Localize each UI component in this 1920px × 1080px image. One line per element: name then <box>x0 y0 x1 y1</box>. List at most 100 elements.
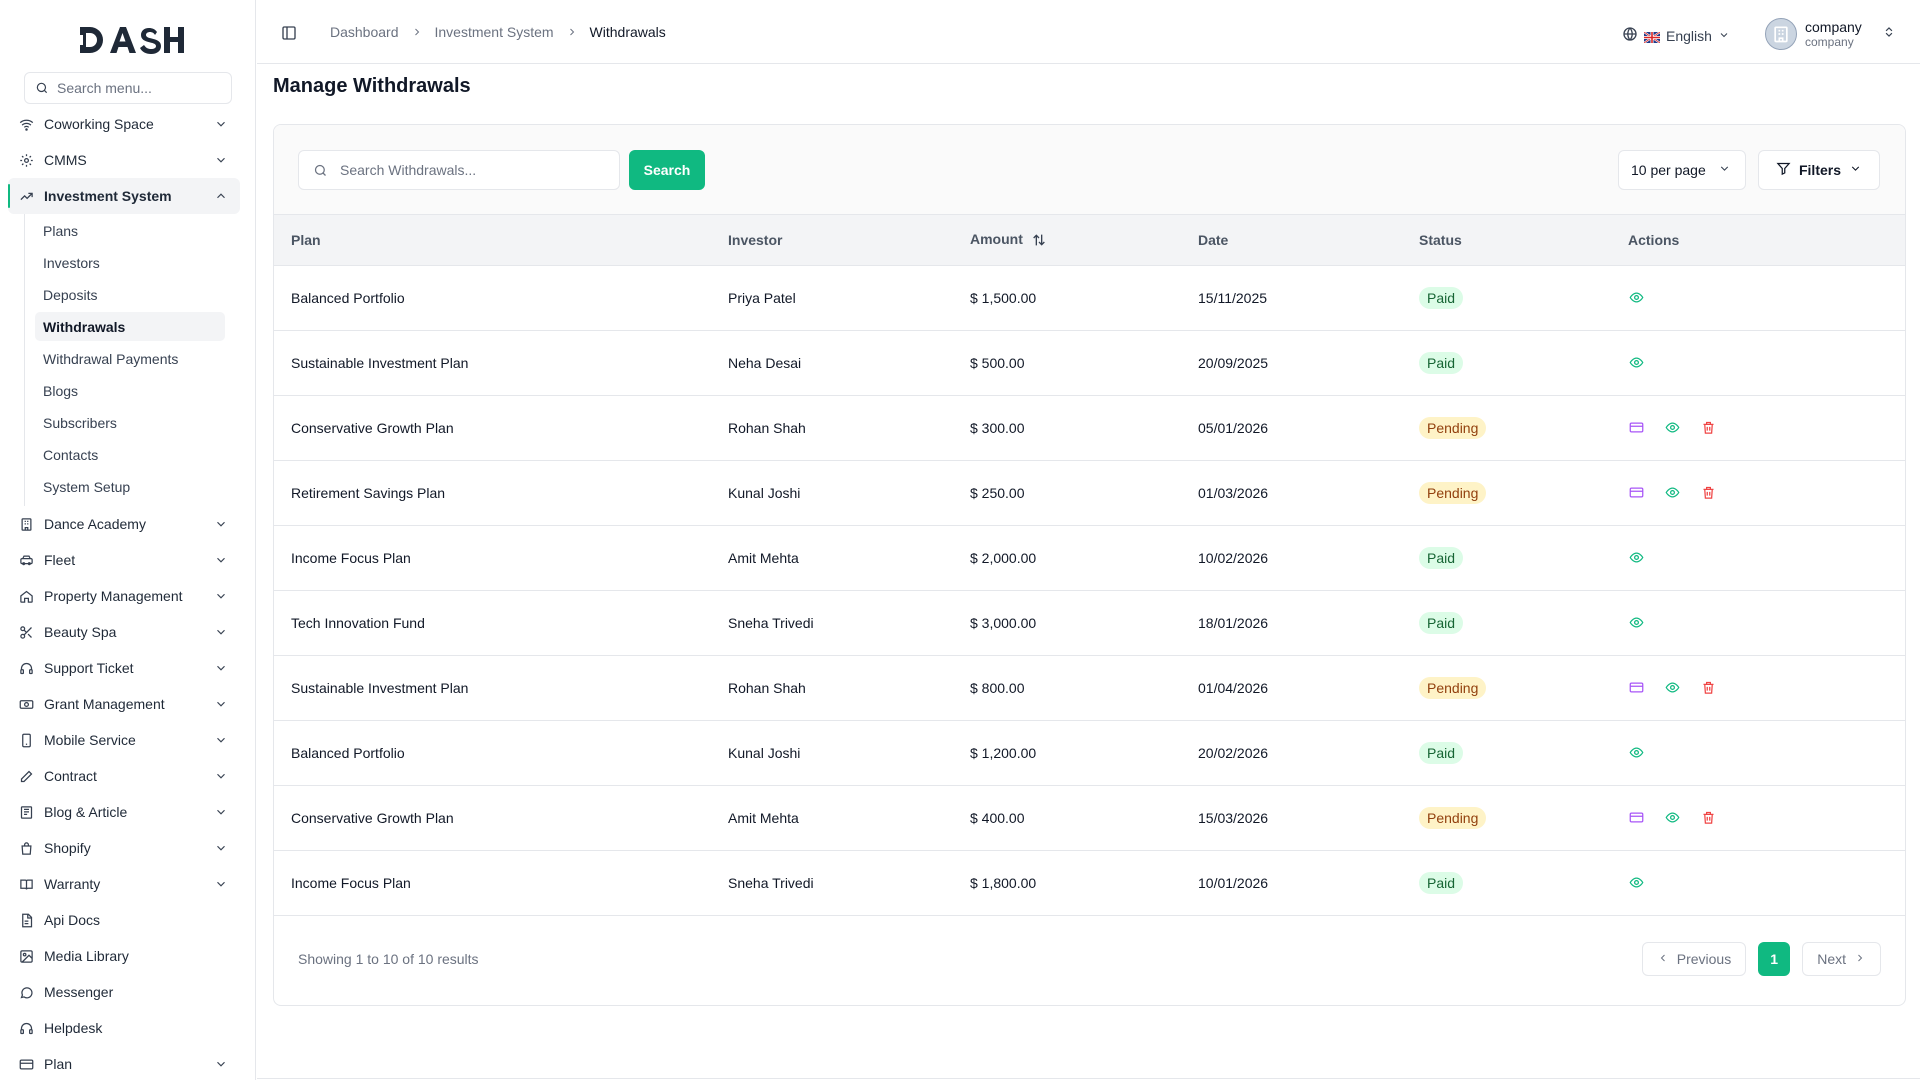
sidebar-item-plan[interactable]: Plan <box>8 1046 240 1080</box>
row-actions <box>1628 810 1905 826</box>
table-toolbar: Search 10 per page Filters <box>274 125 1905 215</box>
submenu-item-withdrawals[interactable]: Withdrawals <box>35 312 225 341</box>
cell-amount: $ 2,000.00 <box>970 549 1037 566</box>
cell-date: 15/03/2026 <box>1198 809 1269 826</box>
user-menu[interactable]: company company <box>1765 18 1896 50</box>
chevron-down-icon <box>214 733 228 747</box>
sidebar-item-media-library[interactable]: Media Library <box>8 938 240 974</box>
cell-date: 20/09/2025 <box>1198 354 1269 371</box>
sidebar-item-dance-academy[interactable]: Dance Academy <box>8 506 240 542</box>
submenu-item-withdrawal-payments[interactable]: Withdrawal Payments <box>43 350 179 367</box>
page-title: Manage Withdrawals <box>273 75 471 97</box>
view-eye-icon[interactable] <box>1628 550 1644 566</box>
view-eye-icon[interactable] <box>1628 355 1644 371</box>
sidebar-item-helpdesk[interactable]: Helpdesk <box>8 1010 240 1046</box>
submenu-item-blogs[interactable]: Blogs <box>43 382 79 399</box>
payment-card-icon[interactable] <box>1628 485 1644 501</box>
delete-trash-icon[interactable] <box>1700 810 1716 826</box>
sidebar-search-input[interactable] <box>57 80 217 96</box>
view-eye-icon[interactable] <box>1664 680 1680 696</box>
cell-status: Pending <box>1402 395 1611 460</box>
view-eye-icon[interactable] <box>1628 745 1644 761</box>
submenu-item-deposits[interactable]: Deposits <box>43 286 98 303</box>
row-actions <box>1628 745 1905 761</box>
view-eye-icon[interactable] <box>1664 420 1680 436</box>
amount-header-label: Amount <box>970 231 1023 248</box>
submenu-item-contacts[interactable]: Contacts <box>43 446 99 463</box>
sidebar-item-label: Dance Academy <box>44 516 146 532</box>
chevron-down-icon <box>1718 162 1731 178</box>
submenu-item-system-setup[interactable]: System Setup <box>43 478 131 495</box>
view-eye-icon[interactable] <box>1628 290 1644 306</box>
sort-icon[interactable] <box>1031 232 1047 248</box>
sidebar-item-cmms[interactable]: CMMS <box>8 142 240 178</box>
chevron-down-icon <box>214 769 228 783</box>
dash-logo[interactable] <box>74 18 184 62</box>
payment-card-icon[interactable] <box>1628 420 1644 436</box>
row-actions <box>1628 420 1905 436</box>
withdrawals-search[interactable] <box>298 150 620 190</box>
sidebar-search[interactable] <box>24 72 232 104</box>
sidebar-item-api-docs[interactable]: Api Docs <box>8 902 240 938</box>
row-actions <box>1628 485 1905 501</box>
chevron-down-icon <box>214 661 228 675</box>
sidebar-item-investment-system[interactable]: Investment System <box>8 178 240 214</box>
sidebar-item-support-ticket[interactable]: Support Ticket <box>8 650 240 686</box>
submenu-item-plans[interactable]: Plans <box>43 222 79 239</box>
payment-card-icon[interactable] <box>1628 810 1644 826</box>
image-icon <box>18 948 34 964</box>
sidebar-item-coworking-space[interactable]: Coworking Space <box>8 106 240 142</box>
chevron-up-down-icon <box>1882 25 1896 44</box>
view-eye-icon[interactable] <box>1628 875 1644 891</box>
delete-trash-icon[interactable] <box>1700 420 1716 436</box>
language-label: English <box>1666 27 1712 44</box>
delete-trash-icon[interactable] <box>1700 680 1716 696</box>
user-name: company <box>1805 19 1862 35</box>
breadcrumb-dashboard[interactable]: Dashboard <box>330 24 399 40</box>
view-eye-icon[interactable] <box>1664 485 1680 501</box>
cell-plan: Income Focus Plan <box>291 874 411 891</box>
sidebar-toggle-icon[interactable] <box>281 25 297 41</box>
filters-button[interactable]: Filters <box>1758 150 1880 190</box>
book-icon <box>18 876 34 892</box>
sidebar-item-fleet[interactable]: Fleet <box>8 542 240 578</box>
previous-button[interactable]: Previous <box>1641 942 1747 976</box>
cell-investor: Neha Desai <box>728 354 802 371</box>
cell-date: 18/01/2026 <box>1198 614 1269 631</box>
headset-icon <box>18 1020 34 1036</box>
cell-investor: Amit Mehta <box>728 549 799 566</box>
delete-trash-icon[interactable] <box>1700 485 1716 501</box>
payment-card-icon[interactable] <box>1628 680 1644 696</box>
view-eye-icon[interactable] <box>1664 810 1680 826</box>
sidebar-item-property-management[interactable]: Property Management <box>8 578 240 614</box>
search-button[interactable]: Search <box>629 150 705 190</box>
cell-date: 20/02/2026 <box>1198 744 1269 761</box>
cell-investor: Rohan Shah <box>728 679 806 696</box>
per-page-select[interactable]: 10 per page <box>1618 150 1746 190</box>
cell-plan: Income Focus Plan <box>291 549 411 566</box>
cell-plan: Conservative Growth Plan <box>291 809 454 826</box>
money-icon <box>18 696 34 712</box>
view-eye-icon[interactable] <box>1628 615 1644 631</box>
pagination-info: Showing 1 to 10 of 10 results <box>298 951 479 967</box>
sidebar-item-contract[interactable]: Contract <box>8 758 240 794</box>
status-badge: Paid <box>1419 351 1464 374</box>
sidebar-item-blog-article[interactable]: Blog & Article <box>8 794 240 830</box>
sidebar-item-shopify[interactable]: Shopify <box>8 830 240 866</box>
trending-up-icon <box>18 188 34 204</box>
sidebar-item-messenger[interactable]: Messenger <box>8 974 240 1010</box>
page-1-button[interactable]: 1 <box>1758 942 1791 976</box>
breadcrumb-investment-system[interactable]: Investment System <box>434 24 554 40</box>
next-button[interactable]: Next <box>1802 942 1881 976</box>
chevron-up-icon <box>214 189 228 203</box>
sidebar-item-mobile-service[interactable]: Mobile Service <box>8 722 240 758</box>
submenu-item-investors[interactable]: Investors <box>43 254 100 271</box>
sidebar-item-warranty[interactable]: Warranty <box>8 866 240 902</box>
sidebar-item-grant-management[interactable]: Grant Management <box>8 686 240 722</box>
sidebar-item-beauty-spa[interactable]: Beauty Spa <box>8 614 240 650</box>
language-selector[interactable]: English <box>1622 26 1730 45</box>
column-header-amount[interactable]: Amount <box>953 215 1181 266</box>
cell-investor: Rohan Shah <box>728 419 806 436</box>
withdrawals-search-input[interactable] <box>340 162 600 178</box>
submenu-item-subscribers[interactable]: Subscribers <box>43 414 117 431</box>
